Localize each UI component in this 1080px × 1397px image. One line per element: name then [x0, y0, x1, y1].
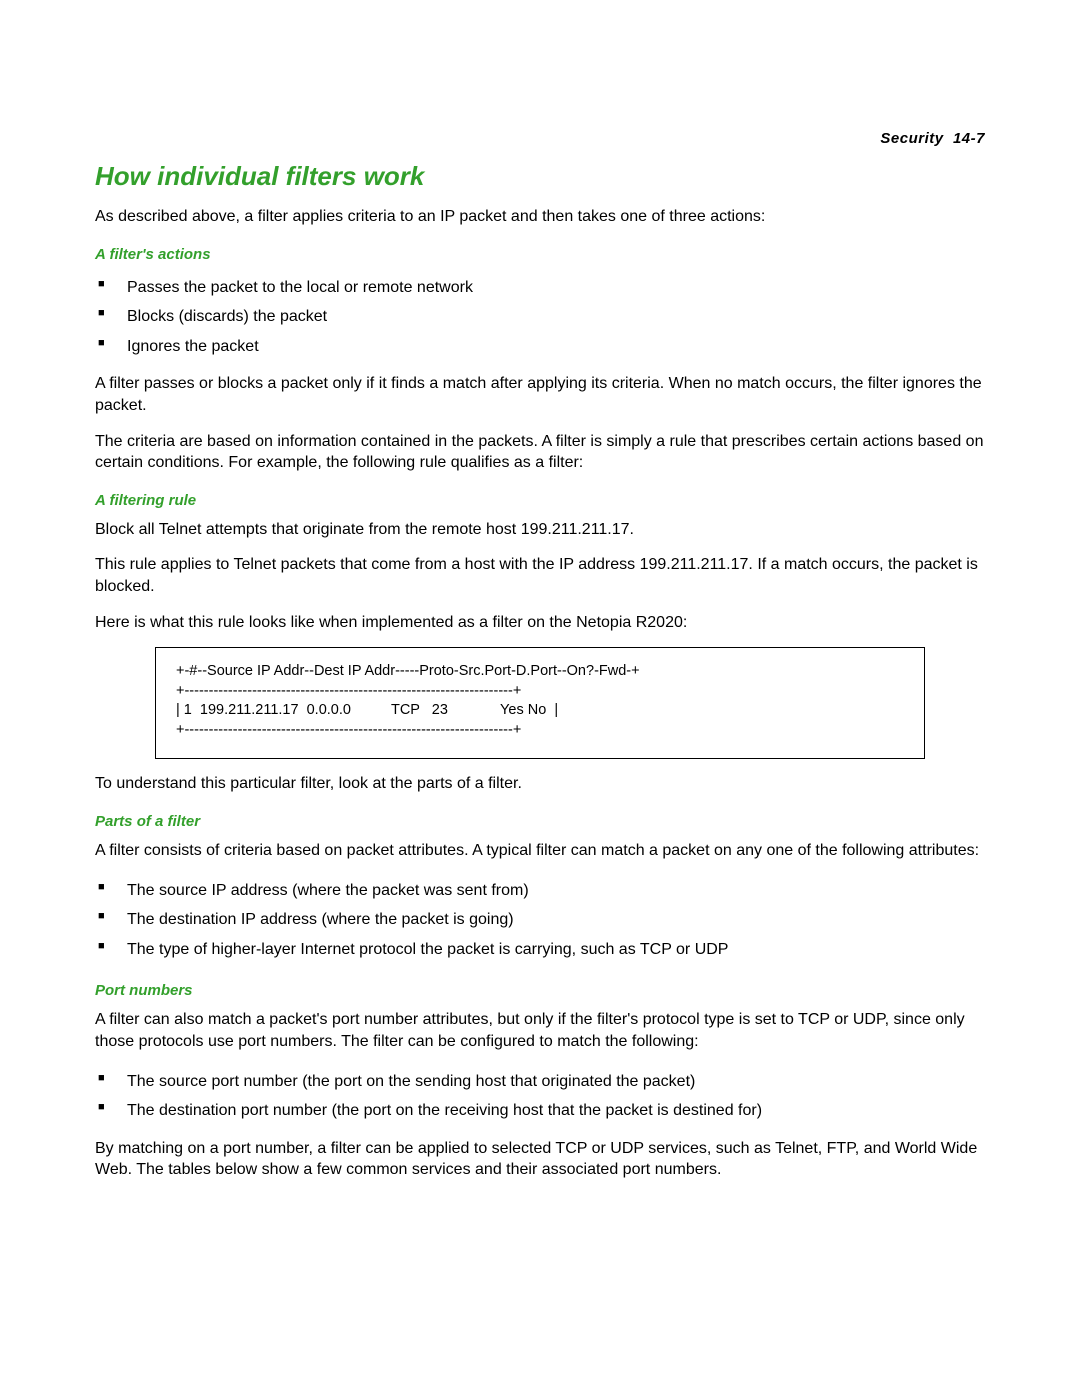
- list-item: Passes the packet to the local or remote…: [95, 273, 985, 303]
- page-content: Security 14-7 How individual filters wor…: [0, 0, 1080, 1181]
- list-item: The source IP address (where the packet …: [95, 876, 985, 906]
- actions-para1: A filter passes or blocks a packet only …: [95, 373, 985, 416]
- list-item: The type of higher-layer Internet protoc…: [95, 935, 985, 965]
- intro-paragraph: As described above, a filter applies cri…: [95, 206, 985, 228]
- filter-line4: +---------------------------------------…: [176, 722, 521, 738]
- rule-heading: A filtering rule: [95, 492, 985, 509]
- header-page-ref: 14-7: [953, 130, 985, 147]
- ports-para1: A filter can also match a packet's port …: [95, 1009, 985, 1052]
- rule-para2: This rule applies to Telnet packets that…: [95, 554, 985, 597]
- filter-line2: +---------------------------------------…: [176, 683, 521, 699]
- ports-heading: Port numbers: [95, 982, 985, 999]
- list-item: Ignores the packet: [95, 332, 985, 362]
- actions-list: Passes the packet to the local or remote…: [95, 273, 985, 362]
- filter-line3: | 1 199.211.211.17 0.0.0.0 TCP 23 Yes No…: [176, 702, 558, 718]
- filter-line1: +-#--Source IP Addr--Dest IP Addr-----Pr…: [176, 663, 640, 679]
- page-header: Security 14-7: [95, 130, 985, 147]
- after-box-para: To understand this particular filter, lo…: [95, 773, 985, 795]
- parts-para: A filter consists of criteria based on p…: [95, 840, 985, 862]
- list-item: The source port number (the port on the …: [95, 1067, 985, 1097]
- actions-para2: The criteria are based on information co…: [95, 431, 985, 474]
- rule-para3: Here is what this rule looks like when i…: [95, 612, 985, 634]
- filter-table-box: +-#--Source IP Addr--Dest IP Addr-----Pr…: [155, 647, 925, 759]
- list-item: The destination IP address (where the pa…: [95, 905, 985, 935]
- parts-heading: Parts of a filter: [95, 813, 985, 830]
- ports-para2: By matching on a port number, a filter c…: [95, 1138, 985, 1181]
- list-item: Blocks (discards) the packet: [95, 302, 985, 332]
- section-title: How individual filters work: [95, 161, 985, 192]
- ports-list: The source port number (the port on the …: [95, 1067, 985, 1126]
- parts-list: The source IP address (where the packet …: [95, 876, 985, 965]
- header-section: Security: [880, 130, 943, 147]
- list-item: The destination port number (the port on…: [95, 1096, 985, 1126]
- rule-para1: Block all Telnet attempts that originate…: [95, 519, 985, 541]
- actions-heading: A filter's actions: [95, 246, 985, 263]
